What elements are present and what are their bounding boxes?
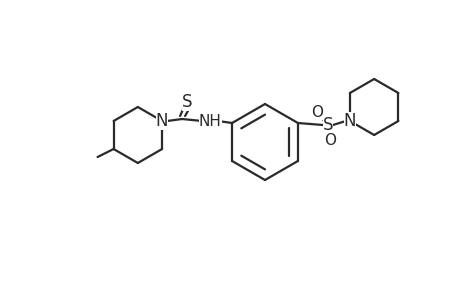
Text: S: S bbox=[181, 93, 192, 111]
Text: NH: NH bbox=[198, 113, 221, 128]
Text: S: S bbox=[322, 116, 332, 134]
Text: N: N bbox=[343, 112, 355, 130]
Text: N: N bbox=[156, 112, 168, 130]
Text: O: O bbox=[310, 104, 322, 119]
Text: O: O bbox=[323, 133, 335, 148]
